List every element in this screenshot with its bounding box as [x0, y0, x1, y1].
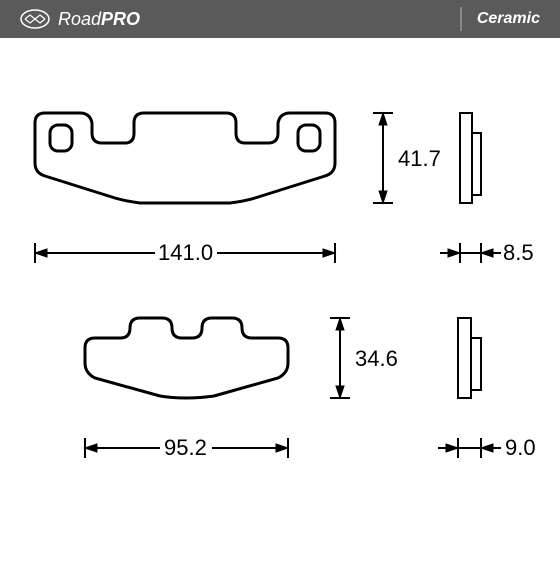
- dim-label-upper-height: 41.7: [398, 146, 441, 171]
- header-bar: RoadPRO Ceramic: [0, 0, 560, 38]
- brand-prefix: Road: [58, 9, 101, 29]
- technical-diagram: 41.7 141.0 8.5: [0, 38, 560, 560]
- dim-label-upper-width: 141.0: [158, 240, 213, 265]
- dim-upper-height: 41.7: [373, 113, 441, 203]
- pad-lower-front: [85, 318, 288, 398]
- dim-lower-thickness: 9.0: [438, 435, 536, 460]
- logo-icon: [20, 9, 50, 29]
- dim-label-upper-thickness: 8.5: [503, 240, 534, 265]
- dim-upper-width: 141.0: [35, 238, 335, 266]
- dim-lower-width: 95.2: [85, 433, 288, 461]
- header-divider: [460, 7, 462, 31]
- dim-upper-thickness: 8.5: [440, 240, 534, 265]
- dim-lower-height: 34.6: [330, 318, 398, 398]
- diagram-content: 41.7 141.0 8.5: [0, 38, 560, 560]
- brand-suffix: PRO: [101, 9, 140, 29]
- brand-logo: RoadPRO: [20, 9, 140, 30]
- brand-text: RoadPRO: [58, 9, 140, 30]
- dim-label-lower-height: 34.6: [355, 346, 398, 371]
- dim-label-lower-width: 95.2: [164, 435, 207, 460]
- pad-lower-profile: [458, 318, 481, 398]
- dim-label-lower-thickness: 9.0: [505, 435, 536, 460]
- pad-upper-profile: [460, 113, 481, 203]
- type-label: Ceramic: [477, 10, 540, 28]
- pad-upper-front: [35, 113, 335, 203]
